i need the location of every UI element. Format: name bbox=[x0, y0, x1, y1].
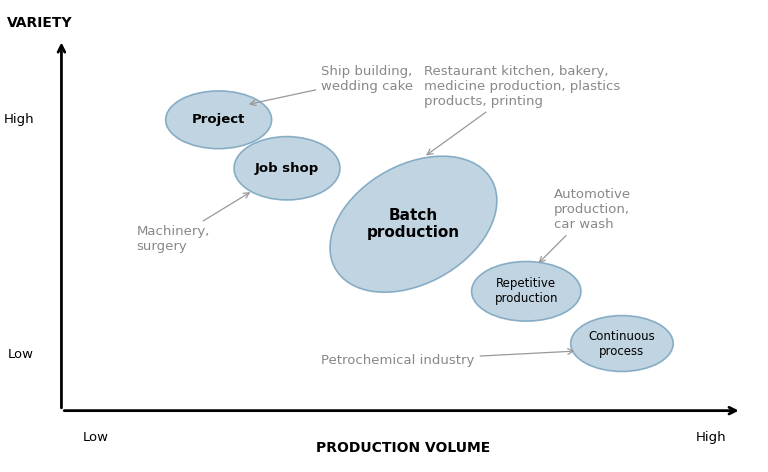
Text: Job shop: Job shop bbox=[255, 162, 319, 175]
Text: High: High bbox=[696, 431, 726, 444]
Text: Low: Low bbox=[8, 348, 34, 361]
Text: Project: Project bbox=[192, 113, 245, 126]
Text: Batch
production: Batch production bbox=[367, 208, 460, 240]
Ellipse shape bbox=[330, 156, 497, 292]
Text: Repetitive
production: Repetitive production bbox=[495, 278, 558, 305]
Text: Petrochemical industry: Petrochemical industry bbox=[321, 349, 574, 367]
Ellipse shape bbox=[234, 136, 340, 200]
Ellipse shape bbox=[571, 316, 674, 371]
Text: Low: Low bbox=[83, 431, 108, 444]
Text: High: High bbox=[4, 113, 34, 126]
Text: Ship building,
wedding cake: Ship building, wedding cake bbox=[250, 65, 413, 106]
Text: Machinery,
surgery: Machinery, surgery bbox=[137, 193, 250, 253]
Ellipse shape bbox=[472, 261, 581, 321]
Text: Continuous
process: Continuous process bbox=[588, 329, 655, 357]
Text: Restaurant kitchen, bakery,
medicine production, plastics
products, printing: Restaurant kitchen, bakery, medicine pro… bbox=[424, 65, 620, 155]
Ellipse shape bbox=[166, 91, 272, 149]
Text: VARIETY: VARIETY bbox=[7, 16, 72, 30]
Text: PRODUCTION VOLUME: PRODUCTION VOLUME bbox=[316, 441, 490, 455]
Text: Automotive
production,
car wash: Automotive production, car wash bbox=[539, 188, 631, 262]
